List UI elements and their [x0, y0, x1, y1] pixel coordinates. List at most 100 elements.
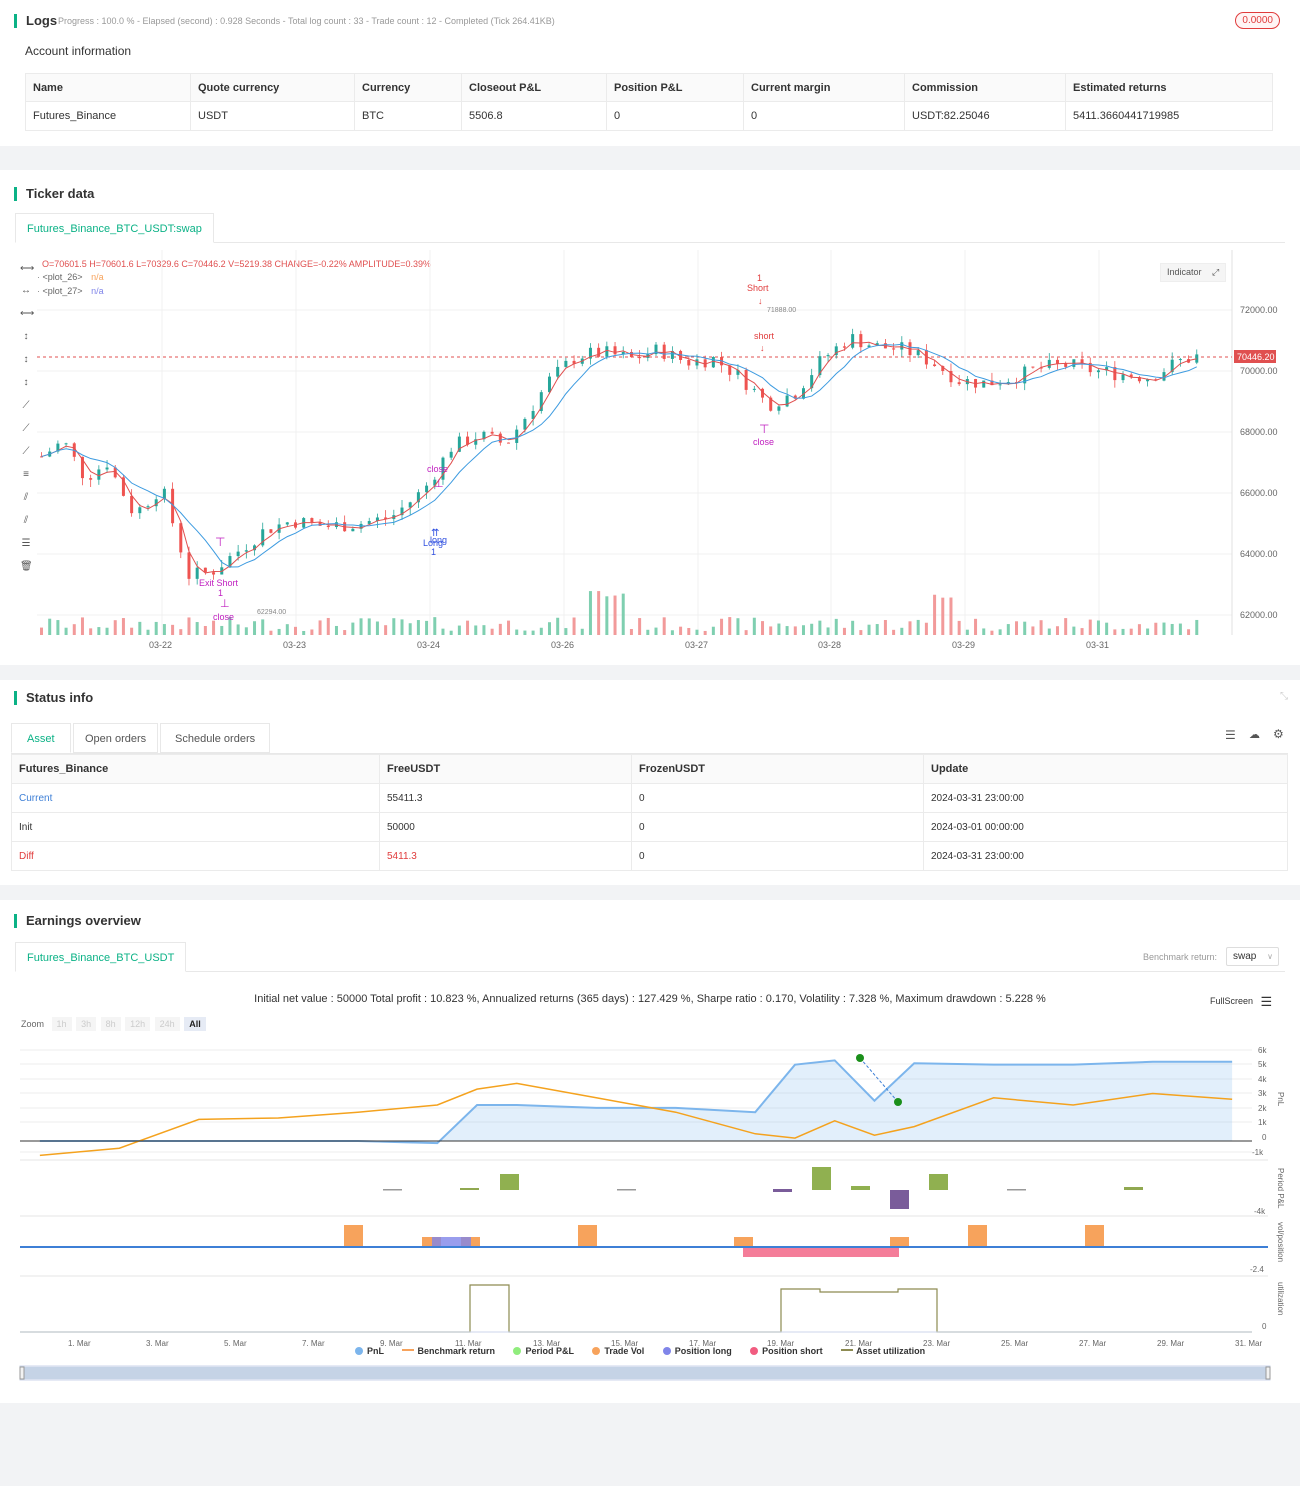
vertical-segment-icon[interactable]: ↕	[23, 377, 29, 388]
trend-line-icon[interactable]: ⟋	[22, 400, 30, 411]
position-long-bar	[432, 1237, 471, 1247]
expand-icon[interactable]: ⤢	[1212, 267, 1220, 277]
navigator-range[interactable]	[24, 1367, 1266, 1379]
volume-bar	[531, 630, 535, 635]
candle-body	[679, 350, 683, 360]
volume-bar	[621, 593, 625, 635]
candle-body	[826, 355, 830, 357]
volume-bar	[162, 624, 166, 635]
volume-bar	[679, 626, 683, 635]
volume-bar	[654, 627, 658, 635]
candle-body	[474, 439, 478, 445]
position-short-bar	[743, 1247, 899, 1257]
volume-bar	[892, 629, 896, 635]
fib-retracement-icon[interactable]: ☰	[21, 538, 31, 549]
row-label-current[interactable]: Current	[11, 783, 380, 813]
candle-body	[236, 551, 240, 557]
legend-label: Trade Vol	[604, 1346, 645, 1356]
delete-icon[interactable]: 🗑	[20, 561, 33, 572]
zoom-24h[interactable]: 24h	[154, 1017, 180, 1031]
ray-line-icon[interactable]: ⟋	[22, 423, 30, 434]
fullscreen-button[interactable]: FullScreen ☰	[1210, 994, 1272, 1010]
candle-body	[728, 365, 732, 375]
menu-icon[interactable]: ☰	[1260, 994, 1273, 1009]
logs-badge[interactable]: 0.0000	[1235, 12, 1280, 29]
navigator-handle-left[interactable]	[19, 1366, 25, 1380]
candle-body	[515, 429, 519, 443]
benchmark-value: swap	[1233, 951, 1257, 962]
legend-position-long[interactable]: Position long	[662, 1346, 732, 1356]
crosshair-icon[interactable]: ⟷	[20, 263, 35, 274]
pnl-grid	[20, 1049, 1252, 1153]
volume-bar	[965, 629, 969, 635]
tab-ticker-swap[interactable]: Futures_Binance_BTC_USDT:swap	[15, 213, 214, 243]
candlestick-chart[interactable]: 1 Short ↓ 71888.00 short ↓ ⊤ close close…	[37, 250, 1297, 665]
candle-body	[416, 492, 420, 503]
ann-exit-short-label: Exit Short	[199, 578, 239, 588]
candle-body	[1096, 370, 1100, 373]
ann-close3-label: close	[753, 437, 774, 447]
candle-body	[924, 350, 928, 365]
volume-bar	[785, 626, 789, 635]
vertical-line-icon[interactable]: ↕	[23, 354, 29, 365]
candle-body	[1162, 372, 1166, 381]
price-line-icon[interactable]: ≡	[23, 469, 29, 480]
volume-bar	[547, 622, 551, 635]
volume-bar	[900, 627, 904, 635]
collapse-icon[interactable]: ⤡	[1280, 691, 1288, 702]
legend-position-short[interactable]: Position short	[750, 1346, 823, 1356]
horizontal-line-icon[interactable]: ⟷	[20, 308, 35, 319]
candle-body	[1105, 367, 1109, 371]
benchmark-select[interactable]: swap ∨	[1226, 947, 1279, 966]
eye-icon[interactable]: ·	[37, 272, 40, 282]
candle-body	[318, 522, 322, 526]
candle-body	[326, 525, 330, 528]
legend-asset-utilization[interactable]: Asset utilization	[841, 1346, 925, 1356]
volume-bar	[359, 618, 363, 635]
navigator-handle-right[interactable]	[1265, 1366, 1271, 1380]
zoom-1h[interactable]: 1h	[51, 1017, 72, 1031]
indicator-button[interactable]: Indicator ⤢	[1160, 263, 1227, 282]
candle-body	[990, 380, 994, 386]
volume-bar	[523, 630, 527, 635]
x-date: 23. Mar	[923, 1339, 950, 1348]
zoom-3h[interactable]: 3h	[76, 1017, 97, 1031]
logs-title: Logs	[14, 14, 57, 28]
eye-icon[interactable]: ·	[37, 286, 40, 296]
parallel-channel-icon[interactable]: ⫽	[23, 492, 29, 503]
candle-body	[1055, 359, 1059, 364]
cloud-download-icon[interactable]: ☁	[1249, 729, 1260, 741]
earnings-chart[interactable]: 6k 5k 4k 3k 2k 1k 0 -1k PnL -4k Period P…	[0, 1036, 1300, 1486]
zoom-12h[interactable]: 12h	[125, 1017, 151, 1031]
vertical-ray-icon[interactable]: ↕	[23, 331, 29, 342]
pnl-tick: 1k	[1258, 1118, 1267, 1127]
tab-schedule-orders[interactable]: Schedule orders	[160, 723, 271, 753]
col-quote-currency: Quote currency	[190, 73, 355, 102]
legend-period-pnl[interactable]: Period P&L	[513, 1346, 574, 1356]
tab-open-orders[interactable]: Open orders	[73, 723, 159, 753]
candle-body	[400, 507, 404, 516]
list-icon[interactable]: ☰	[1225, 728, 1236, 742]
legend-benchmark[interactable]: Benchmark return	[402, 1346, 495, 1356]
tab-asset[interactable]: Asset	[11, 723, 71, 753]
candle-body	[482, 431, 486, 440]
candle-body	[801, 388, 805, 399]
plot27-legend: · <plot_27> n/a	[37, 286, 104, 296]
legend-trade-vol[interactable]: Trade Vol	[592, 1346, 644, 1356]
col-exchange: Futures_Binance	[11, 754, 380, 784]
candle-body	[761, 388, 765, 398]
y-tick: 68000.00	[1240, 427, 1278, 437]
zoom-all[interactable]: All	[184, 1017, 206, 1031]
extended-line-icon[interactable]: ⟋	[22, 446, 30, 457]
candle-body	[1023, 366, 1027, 384]
legend-pnl[interactable]: PnL	[355, 1346, 384, 1356]
horizontal-ray-icon[interactable]: ↔	[21, 285, 31, 296]
volume-bar	[433, 617, 437, 635]
zoom-8h[interactable]: 8h	[100, 1017, 121, 1031]
fib-icon[interactable]: ⫽	[23, 515, 29, 526]
candle-body	[138, 507, 142, 514]
indicator-label: Indicator	[1167, 267, 1202, 277]
tab-earnings-exchange[interactable]: Futures_Binance_BTC_USDT	[15, 942, 187, 972]
gear-icon[interactable]: ⚙	[1273, 727, 1284, 741]
ticker-title: Ticker data	[14, 187, 94, 201]
